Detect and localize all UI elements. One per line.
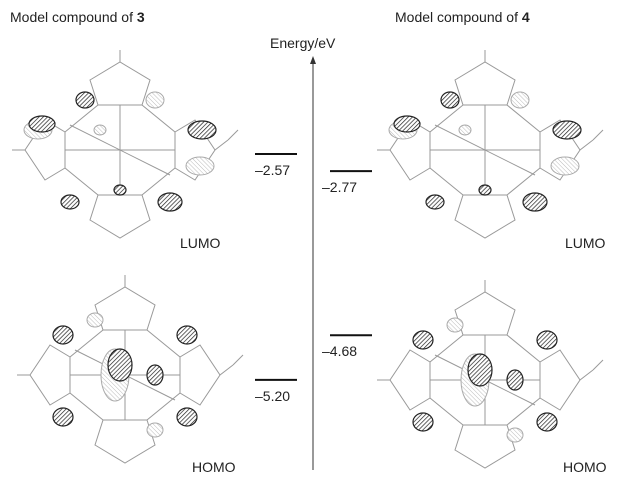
- homo-orbital: [377, 280, 603, 468]
- orbital-label: LUMO: [565, 235, 606, 251]
- title-text: Model compound of: [10, 9, 137, 25]
- compound-number: 3: [137, 9, 145, 25]
- energy-label: –5.20: [255, 388, 290, 404]
- axis-label: Energy/eV: [270, 35, 336, 51]
- energy-diagram: Model compound of 3 Model compound of 4 …: [0, 0, 621, 482]
- orbital-label: HOMO: [192, 459, 236, 475]
- axis-arrow: [310, 56, 316, 64]
- lumo-orbital: [12, 50, 238, 238]
- energy-label: –4.68: [322, 343, 357, 359]
- orbital-label: LUMO: [180, 235, 221, 251]
- homo-orbital: [17, 275, 243, 463]
- right-title: Model compound of 4: [395, 9, 530, 25]
- left-title: Model compound of 3: [10, 9, 145, 25]
- compound-number: 4: [522, 9, 530, 25]
- energy-label: –2.77: [322, 179, 357, 195]
- lumo-orbital: [377, 50, 603, 238]
- energy-label: –2.57: [255, 162, 290, 178]
- orbital-label: HOMO: [563, 459, 607, 475]
- title-text: Model compound of: [395, 9, 522, 25]
